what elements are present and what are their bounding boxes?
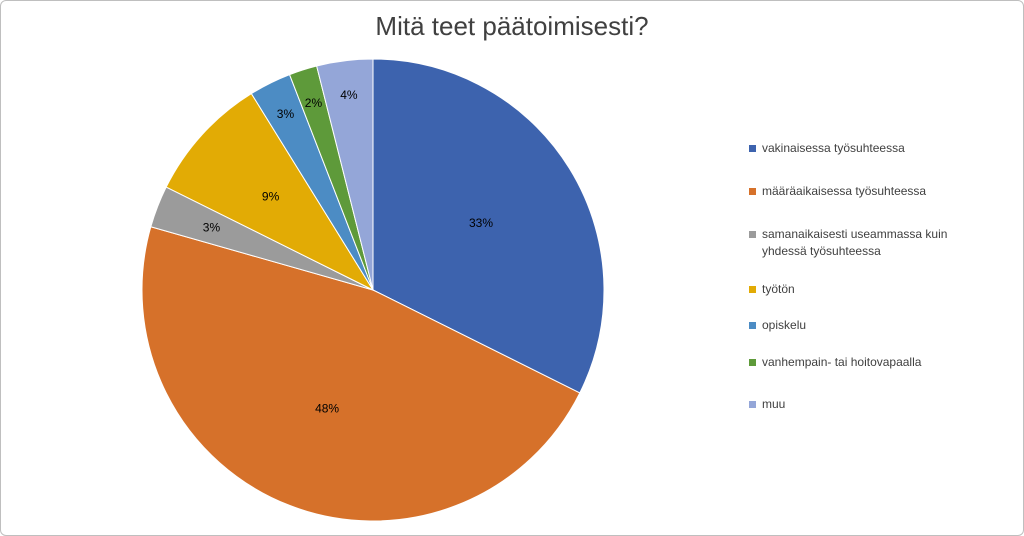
legend-label: opiskelu <box>762 318 807 332</box>
pie-slice-2 <box>141 226 581 522</box>
legend-item-6: vanhempain- tai hoitovapaalla <box>749 354 949 371</box>
legend-label: vakinaisessa työsuhteessa <box>762 141 905 155</box>
legend-item-1: vakinaisessa työsuhteessa <box>749 140 949 157</box>
slice-label-2: 48% <box>315 401 339 415</box>
chart-title: Mitä teet päätoimisesti? <box>375 11 649 41</box>
legend-swatch <box>749 188 756 195</box>
legend-swatch <box>749 286 756 293</box>
slice-label-5: 3% <box>277 107 295 121</box>
legend-item-2: määräaikaisessa työsuhteessa <box>749 183 949 200</box>
legend-swatch <box>749 145 756 152</box>
legend-swatch <box>749 231 756 238</box>
legend-label: vanhempain- tai hoitovapaalla <box>762 355 922 369</box>
legend-item-5: opiskelu <box>749 317 949 334</box>
pie-slice-4 <box>165 92 375 292</box>
slice-label-7: 4% <box>340 88 358 102</box>
slice-label-3: 3% <box>203 220 221 234</box>
legend-item-7: muu <box>749 396 949 413</box>
slice-label-1: 33% <box>469 216 493 230</box>
legend-item-4: työtön <box>749 281 949 298</box>
legend-swatch <box>749 322 756 329</box>
legend-item-3: samanaikaisesti useammassa kuin yhdessä … <box>749 226 949 260</box>
legend-label: samanaikaisesti useammassa kuin yhdessä … <box>762 227 948 258</box>
legend-swatch <box>749 401 756 408</box>
legend-label: määräaikaisessa työsuhteessa <box>762 184 927 198</box>
legend-swatch <box>749 359 756 366</box>
legend-label: muu <box>762 397 786 411</box>
pie-slice-1 <box>372 58 605 394</box>
legend-label: työtön <box>762 282 795 296</box>
slice-label-6: 2% <box>305 96 323 110</box>
slice-label-4: 9% <box>262 190 280 204</box>
pie-slice-7 <box>316 58 374 291</box>
